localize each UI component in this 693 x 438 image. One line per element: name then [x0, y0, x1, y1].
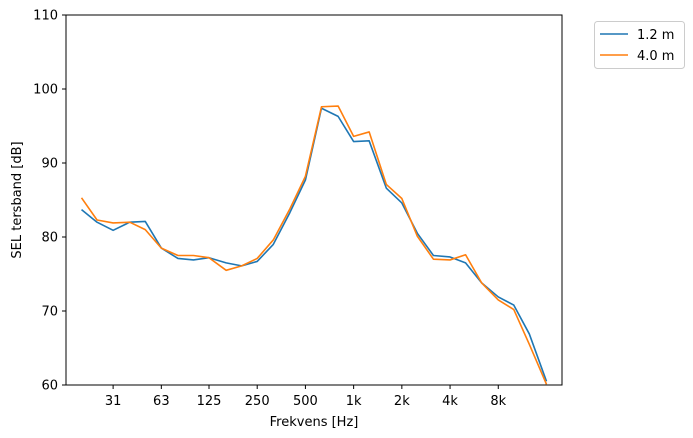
y-tick-label: 60: [41, 379, 58, 394]
x-axis-ticks: 31 63 125 250 500 1k 2k 4k 8k: [105, 385, 507, 409]
x-tick-label: 125: [197, 394, 222, 409]
plot-frame: [65, 14, 563, 386]
x-tick-label: 31: [105, 394, 122, 409]
x-tick-label: 2k: [394, 394, 410, 409]
y-tick-label: 90: [41, 157, 58, 172]
x-tick-label: 500: [293, 394, 318, 409]
y-tick-label: 110: [33, 9, 58, 24]
x-tick-label: 8k: [490, 394, 506, 409]
x-tick-label: 1k: [346, 394, 362, 409]
x-tick-label: 63: [153, 394, 170, 409]
series-line-2: [80, 105, 548, 385]
y-axis-label: SEL tersband [dB]: [10, 141, 25, 258]
legend: 1.2 m 4.0 m: [594, 21, 685, 69]
legend-label-1: 1.2 m: [637, 28, 674, 43]
y-tick-label: 100: [33, 83, 58, 98]
x-axis-label: Frekvens [Hz]: [270, 415, 359, 430]
legend-label-2: 4.0 m: [637, 49, 674, 64]
x-tick-label: 250: [245, 394, 270, 409]
y-tick-label: 80: [41, 231, 58, 246]
axes-frame: [65, 14, 563, 386]
y-axis-ticks: 60 70 80 90 100 110: [33, 9, 66, 394]
y-tick-label: 70: [41, 305, 58, 320]
plot-lines: [80, 105, 548, 385]
x-tick-label: 4k: [442, 394, 458, 409]
series-line-1: [81, 107, 548, 382]
